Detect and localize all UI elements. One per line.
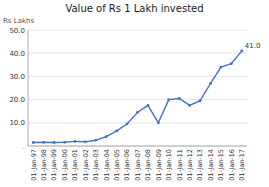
chart-container: Value of Rs 1 Lakh invested Rs Lakhs. 10.0… [0,0,269,187]
point [209,82,212,85]
grid-line [28,122,247,123]
point [105,135,108,138]
y-tick-label: 50.0 [9,27,25,35]
x-tick-label: 01-Jan-13 [196,149,204,181]
point [84,140,87,143]
x-tick-label: 01-Jan-07 [134,149,142,181]
x-axis [28,146,247,147]
point [167,98,170,101]
point [240,49,243,52]
point [188,104,191,107]
x-tick-label: 01-Jan-15 [217,149,225,181]
x-tick-label: 01-Jan-05 [113,149,121,181]
point [32,141,35,144]
grid-line [28,146,247,147]
grid-line [28,99,247,100]
line [33,51,242,143]
y-tick-label: 40.0 [9,50,25,58]
x-tick-label: 01-Jan-09 [155,149,163,181]
point [230,62,233,65]
x-tick-label: 01-Jan-10 [165,149,173,181]
point [220,66,223,69]
point [115,130,118,133]
point [63,141,66,144]
grid-line [28,53,247,54]
x-tick-label: 01-Jan-01 [71,149,79,181]
y-tick-label: 20.0 [9,96,25,104]
x-tick-label: 01-Jan-97 [30,149,38,181]
point [126,123,129,126]
y-axis [28,30,29,146]
point [53,141,56,144]
point [42,141,45,144]
y-tick-label: 30.0 [9,73,25,81]
x-tick-label: 01-Jan-11 [176,149,184,181]
point [136,111,139,114]
x-tick-label: 01-Jan-99 [50,149,58,181]
x-tick-label: 01-Jan-08 [144,149,152,181]
x-tick-label: 01-Jan-06 [123,149,131,181]
y-tick-label: 10.0 [9,119,25,127]
point [94,139,97,142]
x-tick-label: 01-Jan-00 [61,149,69,181]
point [199,99,202,102]
y-tick-label: . [23,143,25,151]
y-axis-label: Rs Lakhs [3,17,34,25]
point [178,97,181,100]
x-tick-label: 01-Jan-98 [40,149,48,181]
title: Value of Rs 1 Lakh invested [65,3,203,14]
point [157,121,160,124]
x-tick-label: 01-Jan-14 [207,149,215,181]
annotation: 41.0 [245,42,261,50]
x-tick-label: 01-Jan-17 [238,149,246,181]
grid-line [28,30,247,31]
x-tick-label: 01-Jan-04 [103,149,111,181]
x-tick-label: 01-Jan-12 [186,149,194,181]
point [147,104,150,107]
x-tick-label: 01-Jan-16 [228,149,236,181]
point [74,140,77,143]
x-tick-label: 01-Jan-03 [92,149,100,181]
chart-svg: Value of Rs 1 Lakh invested Rs Lakhs. 10.0… [0,0,269,187]
plot-area [32,49,243,143]
x-tick-label: 01-Jan-02 [82,149,90,181]
